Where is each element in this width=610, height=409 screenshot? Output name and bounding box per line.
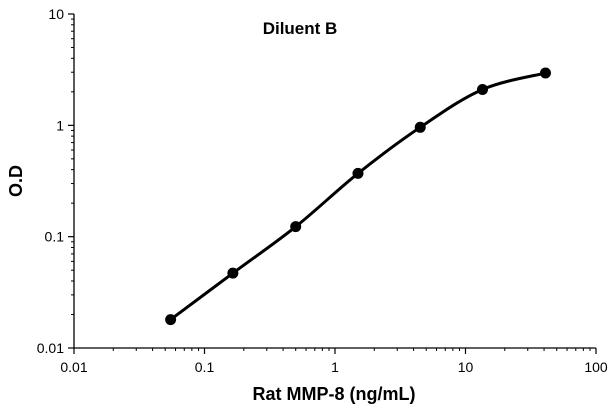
series-layer (165, 67, 551, 326)
series-line (169, 71, 547, 322)
y-tick-label: 10 (48, 6, 64, 22)
data-point (290, 221, 302, 233)
y-axis-title: O.D (6, 165, 26, 197)
data-point (477, 83, 489, 95)
y-tick-label: 0.01 (37, 340, 64, 356)
x-tick-label: 100 (584, 359, 608, 375)
axes-layer (73, 14, 596, 349)
chart-title: Diluent B (263, 19, 338, 38)
data-point (352, 167, 364, 179)
data-point (414, 121, 426, 133)
data-point (227, 267, 239, 279)
x-tick-label: 1 (331, 359, 339, 375)
x-axis-title: Rat MMP-8 (ng/mL) (253, 384, 416, 404)
x-tick-label: 0.1 (195, 359, 215, 375)
x-tick-label: 0.01 (60, 359, 87, 375)
y-tick-label: 0.1 (45, 229, 65, 245)
data-point (165, 314, 177, 326)
ticks-layer: 0.01 0.1 1 10 100 0.01 0.1 1 10 (37, 6, 608, 375)
y-tick-label: 1 (56, 117, 64, 133)
x-tick-label: 10 (458, 359, 474, 375)
data-point (539, 67, 551, 79)
